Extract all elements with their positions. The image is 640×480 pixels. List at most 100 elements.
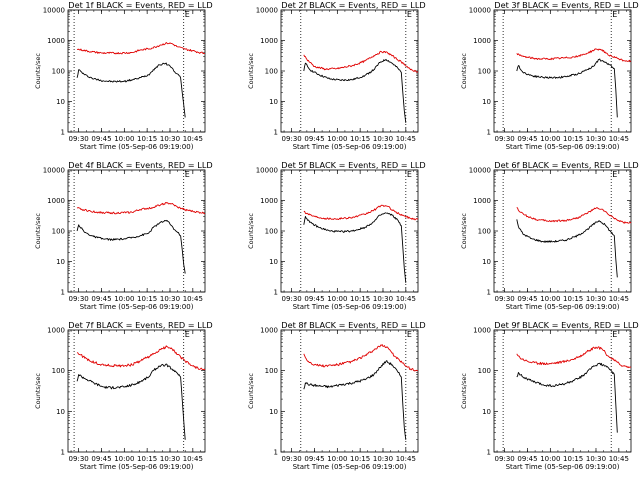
detector-panel-8: Det 8f BLACK = Events, RED = LLD Counts/s…: [213, 320, 426, 480]
x-tick-label: 10:00: [540, 295, 560, 303]
detector-panel-3: Det 3f BLACK = Events, RED = LLD Counts/s…: [426, 0, 639, 160]
y-axis-label: Counts/sec: [34, 53, 42, 89]
plot-frame: [67, 169, 206, 293]
lld-series-line: [76, 201, 206, 215]
detector-panel-4: Det 4f BLACK = Events, RED = LLD Counts/s…: [0, 160, 213, 320]
x-axis-label: Start Time (05-Sep-06 09:19:00): [293, 463, 407, 471]
y-tick-label: 10000: [43, 7, 65, 15]
x-tick-label: 10:45: [396, 295, 416, 303]
events-series-line: [303, 360, 407, 440]
x-tick-label: 09:30: [495, 135, 515, 143]
x-tick-label: 09:30: [282, 135, 302, 143]
x-tick-label: 10:30: [586, 295, 606, 303]
x-tick-label: 10:45: [609, 135, 629, 143]
x-tick-label: 10:45: [396, 455, 416, 463]
y-axis: 1 10 100 1000: [47, 327, 205, 457]
x-tick-label: 10:30: [160, 295, 180, 303]
x-tick-label: 10:15: [563, 295, 583, 303]
y-tick-label: 1: [487, 449, 491, 457]
x-axis: 09:30 09:45 10:00 10:15 10:30 10:45: [69, 330, 203, 463]
panel-title: Det 7f BLACK = Events, RED = LLD: [68, 320, 212, 330]
x-axis: 09:30 09:45 10:00 10:15 10:30 10:45: [282, 330, 416, 463]
panel-title: Det 1f BLACK = Events, RED = LLD: [68, 0, 212, 10]
x-axis: 09:30 09:45 10:00 10:15 10:30 10:45: [69, 10, 203, 143]
x-tick-label: 10:30: [160, 135, 180, 143]
y-tick-label: 100: [52, 367, 65, 375]
time-marker-label: E: [612, 330, 617, 339]
time-marker-label: E: [407, 10, 412, 19]
y-axis: 1 10 100 1000: [260, 327, 418, 457]
y-axis-label: Counts/sec: [460, 213, 468, 249]
x-axis-label: Start Time (05-Sep-06 09:19:00): [506, 303, 620, 311]
panel-title: Det 9f BLACK = Events, RED = LLD: [494, 320, 638, 330]
detector-panel-7: Det 7f BLACK = Events, RED = LLD Counts/s…: [0, 320, 213, 480]
events-series-line: [76, 363, 186, 440]
detector-panel-5: Det 5f BLACK = Events, RED = LLD Counts/s…: [213, 160, 426, 320]
panel-title: Det 6f BLACK = Events, RED = LLD: [494, 160, 638, 170]
y-axis: 1 10 100 1000 10000: [256, 7, 418, 137]
lld-series-line: [303, 50, 419, 73]
x-tick-label: 10:00: [114, 135, 134, 143]
panel-title: Det 2f BLACK = Events, RED = LLD: [281, 0, 425, 10]
x-tick-label: 10:15: [350, 295, 370, 303]
rate-plot-svg: Det 2f BLACK = Events, RED = LLD Counts/s…: [247, 0, 426, 151]
y-axis-label: Counts/sec: [460, 53, 468, 89]
x-tick-label: 10:15: [350, 455, 370, 463]
x-tick-label: 09:30: [282, 295, 302, 303]
x-tick-label: 09:30: [495, 295, 515, 303]
y-tick-label: 100: [265, 68, 278, 76]
y-tick-label: 1000: [473, 197, 491, 205]
time-marker-label: E: [407, 330, 412, 339]
x-tick-label: 10:00: [540, 455, 560, 463]
x-tick-label: 09:30: [282, 455, 302, 463]
y-axis-label: Counts/sec: [247, 53, 255, 89]
panel-title: Det 5f BLACK = Events, RED = LLD: [281, 160, 425, 170]
x-tick-label: 10:00: [327, 135, 347, 143]
y-axis: 1 10 100 1000 10000: [469, 7, 631, 137]
y-tick-label: 1000: [260, 37, 278, 45]
x-tick-label: 09:30: [69, 135, 89, 143]
x-tick-label: 10:30: [373, 295, 393, 303]
y-axis: 1 10 100 1000 10000: [43, 7, 205, 137]
y-axis: 1 10 100 1000: [473, 327, 631, 457]
x-tick-label: 09:45: [517, 455, 537, 463]
plot-frame: [67, 329, 206, 453]
y-tick-label: 10: [269, 408, 278, 416]
panel-title: Det 8f BLACK = Events, RED = LLD: [281, 320, 425, 330]
y-tick-label: 10000: [256, 7, 278, 15]
y-tick-label: 1000: [473, 327, 491, 335]
rate-plot-svg: Det 9f BLACK = Events, RED = LLD Counts/s…: [460, 320, 639, 471]
x-tick-label: 10:15: [137, 455, 157, 463]
x-axis: 09:30 09:45 10:00 10:15 10:30 10:45: [495, 170, 629, 303]
y-axis-label: Counts/sec: [247, 373, 255, 409]
x-tick-label: 10:00: [540, 135, 560, 143]
events-series-line: [516, 219, 618, 278]
lld-series-line: [516, 346, 632, 369]
lld-series-line: [516, 207, 632, 224]
panel-title: Det 4f BLACK = Events, RED = LLD: [68, 160, 212, 170]
x-tick-label: 09:30: [495, 455, 515, 463]
rate-plot-svg: Det 8f BLACK = Events, RED = LLD Counts/s…: [247, 320, 426, 471]
lld-series-line: [303, 204, 419, 221]
x-axis-label: Start Time (05-Sep-06 09:19:00): [506, 143, 620, 151]
x-tick-label: 09:45: [517, 135, 537, 143]
panel-title: Det 3f BLACK = Events, RED = LLD: [494, 0, 638, 10]
x-tick-label: 10:45: [396, 135, 416, 143]
y-tick-label: 1000: [47, 327, 65, 335]
y-tick-label: 1000: [260, 327, 278, 335]
x-tick-label: 10:30: [373, 455, 393, 463]
y-tick-label: 100: [52, 68, 65, 76]
y-axis-label: Counts/sec: [34, 213, 42, 249]
detector-panel-6: Det 6f BLACK = Events, RED = LLD Counts/s…: [426, 160, 639, 320]
x-tick-label: 09:30: [69, 295, 89, 303]
x-tick-label: 10:30: [373, 135, 393, 143]
x-tick-label: 10:30: [586, 455, 606, 463]
y-tick-label: 1: [274, 129, 278, 137]
lld-series-line: [303, 344, 418, 372]
x-tick-label: 09:45: [304, 295, 324, 303]
x-tick-label: 09:45: [517, 295, 537, 303]
y-axis: 1 10 100 1000 10000: [256, 167, 418, 297]
y-tick-label: 10: [56, 408, 65, 416]
y-tick-label: 10: [482, 408, 491, 416]
